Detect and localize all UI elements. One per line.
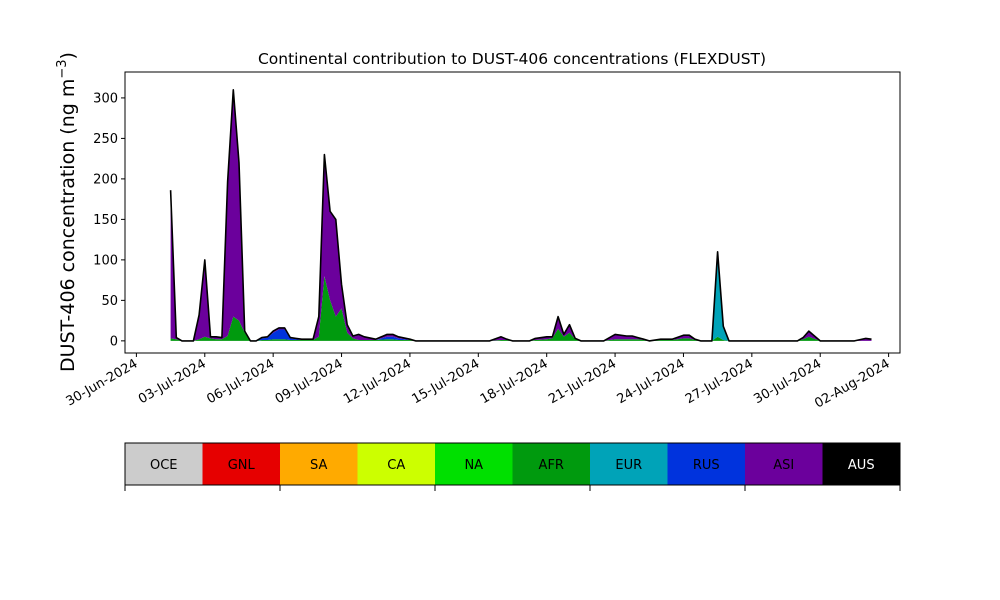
colorbar-swatch-eur bbox=[590, 443, 668, 485]
y-tick-label: 250 bbox=[93, 132, 118, 147]
colorbar-label: RUS bbox=[693, 458, 720, 473]
colorbar-label: AUS bbox=[848, 458, 875, 473]
colorbar-swatch-asi bbox=[745, 443, 823, 485]
colorbar-swatch-afr bbox=[512, 443, 591, 485]
colorbar-label: EUR bbox=[615, 458, 642, 473]
colorbar-swatch-gnl bbox=[202, 443, 281, 485]
colorbar-label: GNL bbox=[228, 458, 256, 473]
y-axis-label-exponent: −3 bbox=[55, 59, 70, 78]
colorbar-label: OCE bbox=[150, 458, 178, 473]
area-series-asi bbox=[170, 89, 872, 341]
y-tick-label: 150 bbox=[93, 213, 118, 228]
area-series-afr bbox=[170, 276, 872, 341]
colorbar-label: SA bbox=[310, 458, 327, 473]
colorbar-swatch-aus bbox=[822, 443, 901, 485]
total-concentration-line bbox=[169, 89, 872, 342]
y-tick-label: 0 bbox=[110, 334, 118, 349]
colorbar-swatch-oce bbox=[125, 443, 203, 485]
y-tick-label: 300 bbox=[93, 91, 118, 106]
colorbar-swatch-ca bbox=[357, 443, 436, 485]
colorbar-label: AFR bbox=[539, 458, 564, 473]
y-axis: 0 50 100 150 200 250 300 bbox=[93, 91, 125, 349]
chart-title: Continental contribution to DUST-406 con… bbox=[258, 50, 766, 68]
colorbar-swatch-rus bbox=[667, 443, 746, 485]
colorbar-swatch-na bbox=[435, 443, 513, 485]
plot-frame bbox=[124, 71, 901, 354]
region-colorbar: OCE GNL SA CA NA AFR EUR RUS ASI AUS bbox=[124, 442, 901, 491]
colorbar-label: ASI bbox=[773, 458, 794, 473]
colorbar-swatch-sa bbox=[280, 443, 358, 485]
colorbar-label: CA bbox=[387, 458, 405, 473]
colorbar-label: NA bbox=[464, 458, 483, 473]
colorbar-frame bbox=[124, 442, 901, 486]
y-axis-label-close: ) bbox=[57, 52, 79, 59]
y-tick-label: 100 bbox=[93, 253, 118, 268]
y-axis-label-main: DUST-406 concentration (ng m bbox=[57, 79, 79, 372]
y-tick-label: 50 bbox=[101, 294, 118, 309]
y-tick-label: 200 bbox=[93, 172, 118, 187]
stacked-areas bbox=[170, 89, 872, 341]
y-axis-label: DUST-406 concentration (ng m−3) bbox=[55, 52, 79, 372]
